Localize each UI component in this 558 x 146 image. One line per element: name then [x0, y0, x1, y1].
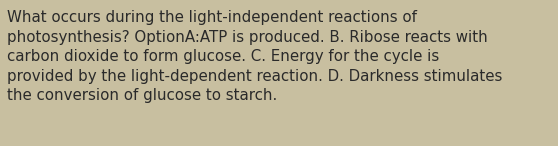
- Text: What occurs during the light-independent reactions of
photosynthesis? OptionA:AT: What occurs during the light-independent…: [7, 10, 503, 104]
